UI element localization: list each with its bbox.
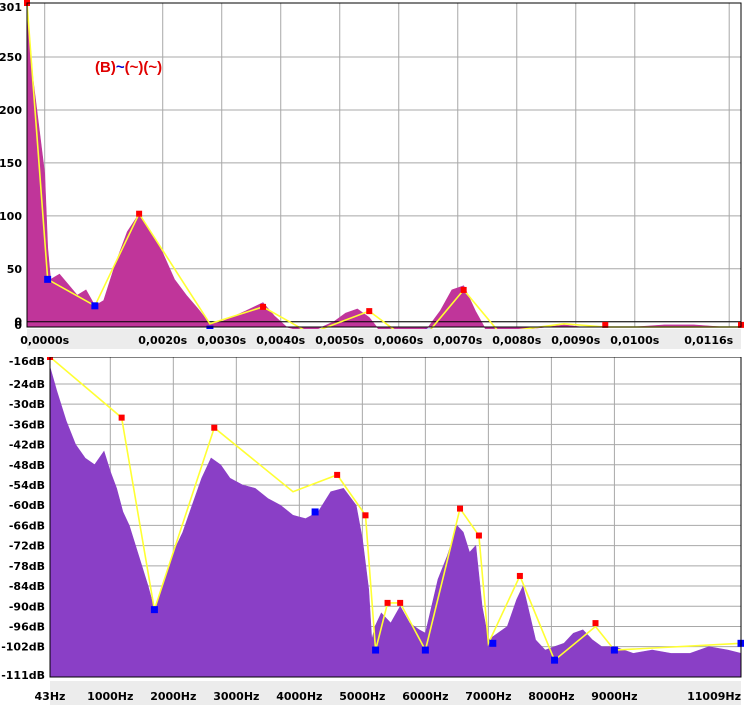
spec-y-tick-label-8: -66dB xyxy=(9,519,45,532)
spec-y-tick-label-10: -78dB xyxy=(9,560,45,573)
spec-trough-marker-6 xyxy=(610,646,618,654)
spec-trough-marker-1 xyxy=(311,508,319,516)
time-peak-marker-1 xyxy=(136,210,143,217)
spec-peak-marker-10 xyxy=(592,620,599,627)
time-annotation-part-2: (~) xyxy=(125,59,144,76)
time-x-tick-label-4: 0,0050s xyxy=(315,334,364,347)
spec-y-tick-label-13: -96dB xyxy=(9,620,45,633)
time-annotation-part-0: (B) xyxy=(95,59,116,76)
time-peak-marker-4 xyxy=(460,286,467,293)
spec-x-tick-label-4: 4000Hz xyxy=(276,690,322,703)
time-x-tick-label-9: 0,0100s xyxy=(610,334,659,347)
spec-y-tick-label-12: -90dB xyxy=(9,600,45,613)
time-x-tick-label-6: 0,0070s xyxy=(433,334,482,347)
spec-peak-marker-2 xyxy=(211,424,218,431)
spec-x-tick-label-2: 2000Hz xyxy=(150,690,196,703)
spec-peak-marker-6 xyxy=(397,599,404,606)
time-annotation-part-1: ~ xyxy=(116,59,125,76)
time-peak-marker-2 xyxy=(260,303,267,310)
spec-y-tick-label-3: -36dB xyxy=(9,418,45,431)
time-y-tick-label-2: 200 xyxy=(0,104,22,117)
spec-peak-marker-7 xyxy=(457,505,464,512)
time-y-tick-label-7: 0 xyxy=(14,319,22,332)
spec-y-tick-label-6: -54dB xyxy=(9,479,45,492)
spec-x-tick-label-3: 3000Hz xyxy=(213,690,259,703)
time-plot-frame xyxy=(26,2,742,328)
spec-x-tick-label-6: 6000Hz xyxy=(402,690,448,703)
time-y-tick-label-4: 100 xyxy=(0,210,22,223)
spec-y-tick-label-2: -30dB xyxy=(9,398,45,411)
time-trough-marker-0 xyxy=(44,275,52,283)
spec-trough-marker-3 xyxy=(421,646,429,654)
spec-peak-marker-9 xyxy=(516,572,523,579)
spec-peak-marker-3 xyxy=(334,471,341,478)
spec-x-tick-label-7: 7000Hz xyxy=(465,690,511,703)
spec-x-tick-label-10: 11009Hz xyxy=(687,690,741,703)
spec-y-tick-label-14: -102dB xyxy=(1,641,45,654)
time-x-tick-label-8: 0,0090s xyxy=(551,334,600,347)
time-x-tick-label-7: 0,0080s xyxy=(492,334,541,347)
time-y-tick-label-3: 150 xyxy=(0,157,22,170)
spec-trough-marker-2 xyxy=(372,646,380,654)
spec-y-tick-label-15: -111dB xyxy=(1,669,45,682)
spec-chart: -16dB -24dB -30dB -36dB -42dB -48dB -54dB -60dB… xyxy=(1,354,744,705)
time-trough-marker-1 xyxy=(91,302,99,310)
spec-x-tick-label-1: 1000Hz xyxy=(87,690,133,703)
spec-y-tick-label-1: -24dB xyxy=(9,378,45,391)
time-x-tick-label-1: 0,0020s xyxy=(138,334,187,347)
time-x-tick-label-2: 0,0030s xyxy=(197,334,246,347)
time-x-tick-label-3: 0,0040s xyxy=(256,334,305,347)
time-y-tick-label-0: 301 xyxy=(0,1,22,14)
time-peak-marker-5 xyxy=(602,321,609,328)
time-x-tick-label-10: 0,0116s xyxy=(684,334,733,347)
spec-y-tick-label-11: -84dB xyxy=(9,580,45,593)
time-peak-marker-3 xyxy=(366,308,373,315)
spec-area-fill xyxy=(49,367,742,678)
time-annotation-part-3: (~) xyxy=(143,59,162,76)
spec-peak-marker-4 xyxy=(362,512,369,519)
time-y-tick-label-6: 0 xyxy=(14,316,22,329)
spec-trough-marker-0 xyxy=(150,606,158,614)
spec-x-tick-label-9: 9000Hz xyxy=(591,690,637,703)
time-y-tick-label-1: 250 xyxy=(0,51,22,64)
spec-trough-marker-5 xyxy=(551,656,559,664)
spec-x-tick-label-5: 5000Hz xyxy=(339,690,385,703)
spec-trough-marker-4 xyxy=(489,639,497,647)
spec-peak-marker-5 xyxy=(384,599,391,606)
spec-y-tick-label-9: -72dB xyxy=(9,540,45,553)
spec-peak-marker-8 xyxy=(475,532,482,539)
panel-separator xyxy=(0,349,744,357)
spec-y-tick-label-7: -60dB xyxy=(9,499,45,512)
time-x-label-band xyxy=(27,329,741,349)
time-x-tick-label-5: 0,0060s xyxy=(374,334,423,347)
spec-x-tick-label-0: 43Hz xyxy=(35,690,66,703)
spec-peak-marker-1 xyxy=(118,414,125,421)
time-annotation: (B)~(~)(~) xyxy=(95,59,162,76)
spec-y-tick-label-4: -42dB xyxy=(9,439,45,452)
spec-y-tick-label-0: -16dB xyxy=(9,355,45,368)
spec-y-tick-label-5: -48dB xyxy=(9,459,45,472)
spec-x-label-band xyxy=(50,681,741,705)
time-x-tick-label-0: 0,0000s xyxy=(20,334,69,347)
time-y-tick-label-5: 50 xyxy=(7,263,23,276)
spec-x-tick-label-8: 8000Hz xyxy=(528,690,574,703)
